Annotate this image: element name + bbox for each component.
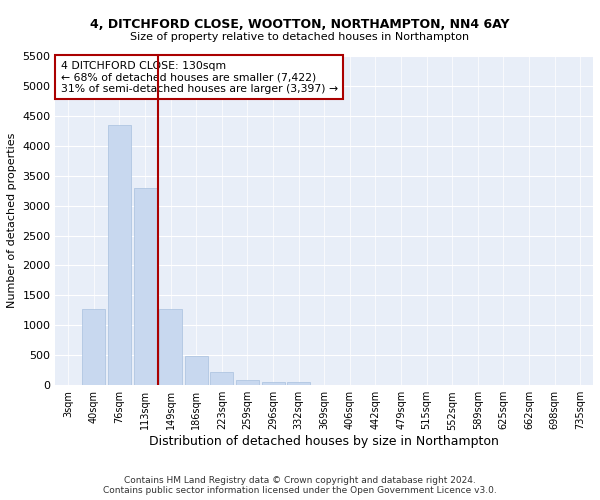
- Bar: [108, 126, 131, 385]
- Text: Size of property relative to detached houses in Northampton: Size of property relative to detached ho…: [130, 32, 470, 42]
- Text: Contains HM Land Registry data © Crown copyright and database right 2024.
Contai: Contains HM Land Registry data © Crown c…: [103, 476, 497, 495]
- Bar: [134, 188, 157, 385]
- Y-axis label: Number of detached properties: Number of detached properties: [7, 133, 17, 308]
- Text: 4 DITCHFORD CLOSE: 130sqm
← 68% of detached houses are smaller (7,422)
31% of se: 4 DITCHFORD CLOSE: 130sqm ← 68% of detac…: [61, 61, 338, 94]
- Text: 4, DITCHFORD CLOSE, WOOTTON, NORTHAMPTON, NN4 6AY: 4, DITCHFORD CLOSE, WOOTTON, NORTHAMPTON…: [90, 18, 510, 30]
- Bar: [236, 380, 259, 385]
- Bar: [287, 382, 310, 385]
- X-axis label: Distribution of detached houses by size in Northampton: Distribution of detached houses by size …: [149, 435, 499, 448]
- Bar: [159, 308, 182, 385]
- Bar: [185, 356, 208, 385]
- Bar: [82, 309, 106, 385]
- Bar: [262, 382, 284, 385]
- Bar: [211, 372, 233, 385]
